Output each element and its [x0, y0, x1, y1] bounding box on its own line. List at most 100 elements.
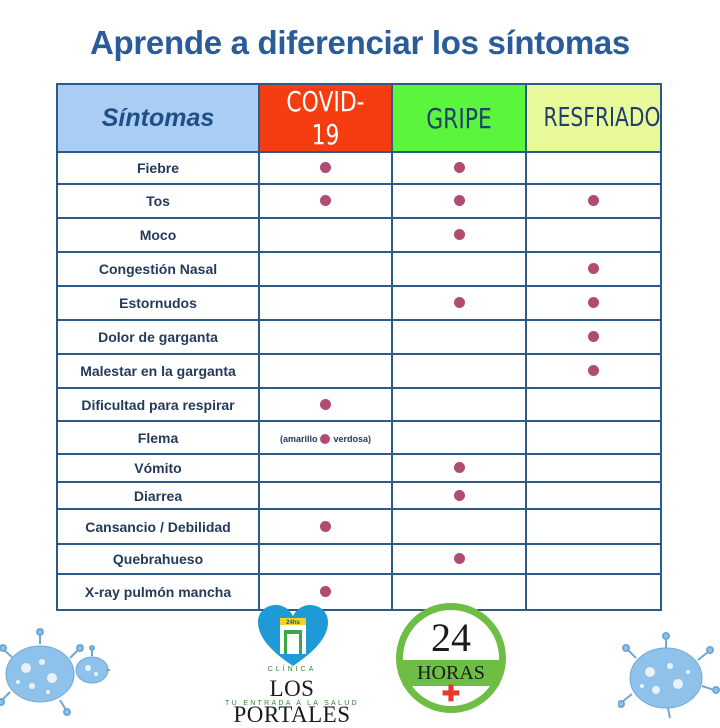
- cell-gripe: [391, 217, 527, 253]
- heart-portal-icon: 24hs: [258, 605, 328, 666]
- logo-24-number: 24: [431, 615, 471, 660]
- header-resfriado: RESFRIADO: [525, 83, 662, 153]
- 24-horas-logo: 24 HORAS ✚: [396, 603, 506, 713]
- cell-resfriado: [525, 319, 662, 355]
- symptom-dot: [320, 195, 331, 207]
- symptom-label: Flema: [56, 420, 260, 455]
- symptom-dot: [453, 553, 465, 565]
- symptom-label: Malestar en la garganta: [56, 353, 260, 389]
- cell-resfriado: [525, 543, 662, 575]
- flema-note: (amarillo verdosa): [279, 433, 372, 445]
- symptom-label: Vómito: [56, 453, 260, 483]
- symptom-label: Fiebre: [56, 151, 260, 185]
- symptom-label: Dificultad para respirar: [56, 387, 260, 422]
- symptom-dot: [453, 297, 465, 309]
- cell-resfriado: [525, 453, 662, 483]
- cell-resfriado: [525, 573, 662, 611]
- cell-covid: [258, 319, 393, 355]
- symptom-dot: [453, 229, 465, 241]
- cell-resfriado: [525, 420, 662, 455]
- cell-resfriado: [525, 183, 662, 219]
- symptom-dot: [588, 297, 599, 309]
- los-portales-logo: 24hs CLÍNICA LOS PORTALES TU ENTRADA A L…: [208, 604, 376, 727]
- symptom-label: Tos: [56, 183, 260, 219]
- table-row: Tos: [56, 183, 662, 219]
- header-covid-label: COVID-19: [286, 85, 365, 151]
- cell-covid: [258, 151, 393, 185]
- symptom-dot: [588, 263, 599, 275]
- cell-gripe: [391, 453, 527, 483]
- symptom-label: Moco: [56, 217, 260, 253]
- header-gripe-label: GRIPE: [426, 101, 492, 135]
- cell-covid: [258, 573, 393, 611]
- cell-covid: [258, 285, 393, 321]
- logo-tagline: TU ENTRADA A LA SALUD: [225, 700, 359, 707]
- table-body: Fiebre Tos Moco Congestión Nasal Estornudos D…: [56, 151, 662, 611]
- cell-gripe: [391, 420, 527, 455]
- cell-resfriado: [525, 217, 662, 253]
- flema-note-after: verdosa): [333, 433, 372, 444]
- cell-gripe: [391, 543, 527, 575]
- symptom-dot: [588, 365, 599, 377]
- header-covid: COVID-19: [258, 83, 393, 153]
- cell-gripe: [391, 285, 527, 321]
- symptom-dot: [453, 489, 465, 501]
- symptom-dot: [320, 586, 331, 598]
- symptom-label: Estornudos: [56, 285, 260, 321]
- virus-left-illustration: [0, 628, 110, 716]
- cell-resfriado: [525, 481, 662, 510]
- symptom-dot: [453, 462, 465, 474]
- table-row: Malestar en la garganta: [56, 353, 662, 389]
- symptom-dot: [588, 195, 599, 207]
- cell-covid: [258, 543, 393, 575]
- cell-resfriado: [525, 353, 662, 389]
- symptom-dot: [320, 398, 331, 410]
- header-gripe: GRIPE: [391, 83, 527, 153]
- cell-gripe: [391, 319, 527, 355]
- table-row: Estornudos: [56, 285, 662, 321]
- table-header-row: Síntomas COVID-19 GRIPE RESFRIADO: [56, 83, 662, 153]
- red-cross-icon: ✚: [441, 681, 461, 706]
- symptom-label: Cansancio / Debilidad: [56, 508, 260, 545]
- cell-gripe: [391, 353, 527, 389]
- cell-covid: [258, 217, 393, 253]
- cell-gripe: [391, 481, 527, 510]
- cell-gripe: [391, 508, 527, 545]
- table-row: Dolor de garganta: [56, 319, 662, 355]
- symptom-label: Diarrea: [56, 481, 260, 510]
- cell-covid: [258, 251, 393, 287]
- table-row: Flema (amarillo verdosa): [56, 420, 662, 455]
- symptom-label: X-ray pulmón mancha: [56, 573, 260, 611]
- symptom-dot: [453, 195, 465, 207]
- cell-covid: [258, 453, 393, 483]
- symptom-label: Dolor de garganta: [56, 319, 260, 355]
- symptom-dot: [453, 162, 465, 174]
- cell-gripe: [391, 151, 527, 185]
- cell-covid: [258, 353, 393, 389]
- table-row: Dificultad para respirar: [56, 387, 662, 422]
- flema-note-before: (amarillo: [279, 433, 318, 444]
- symptom-label: Congestión Nasal: [56, 251, 260, 287]
- cell-covid: [258, 481, 393, 510]
- symptom-dot: [320, 520, 331, 532]
- symptom-dot: [320, 434, 331, 445]
- cell-covid: (amarillo verdosa): [258, 420, 393, 455]
- table-row: Vómito: [56, 453, 662, 483]
- header-resfriado-label: RESFRIADO: [543, 103, 661, 133]
- header-sintomas: Síntomas: [56, 83, 260, 153]
- cell-resfriado: [525, 251, 662, 287]
- cell-resfriado: [525, 151, 662, 185]
- virus-right-illustration: [618, 632, 720, 719]
- logo-24-word: HORAS: [417, 662, 485, 684]
- cell-resfriado: [525, 387, 662, 422]
- symptoms-table: Síntomas COVID-19 GRIPE RESFRIADO Fiebre…: [56, 83, 662, 611]
- table-row: Fiebre: [56, 151, 662, 185]
- cell-gripe: [391, 387, 527, 422]
- logo-badge-text: 24hs: [286, 620, 300, 626]
- cell-gripe: [391, 183, 527, 219]
- cell-resfriado: [525, 285, 662, 321]
- symptom-label: Quebrahueso: [56, 543, 260, 575]
- cell-covid: [258, 183, 393, 219]
- cell-resfriado: [525, 508, 662, 545]
- cell-gripe: [391, 251, 527, 287]
